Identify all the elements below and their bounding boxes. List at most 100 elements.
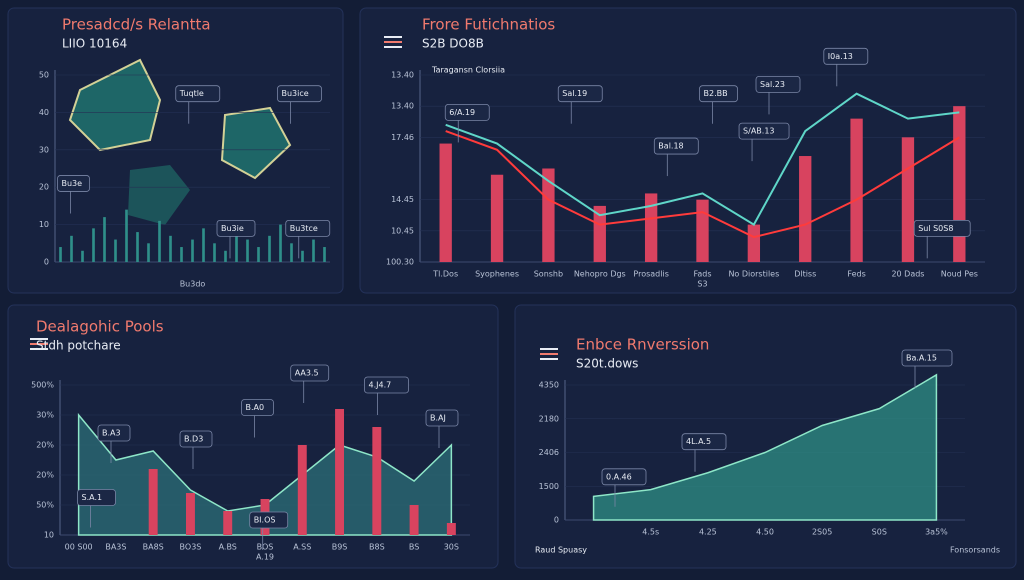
bar	[185, 493, 195, 535]
y-tick-label: 10.45	[391, 226, 414, 235]
annotation: B.A3	[102, 429, 121, 438]
x-tick-label: B9S	[332, 543, 348, 552]
y-tick-label: 10	[44, 531, 54, 540]
y-tick-label: 30%	[36, 411, 54, 420]
x-tick-label: BA3S	[105, 543, 126, 552]
annotation-box	[97, 424, 131, 442]
x-axis-label: Bu3do	[180, 280, 206, 289]
panel	[7, 7, 344, 294]
area	[592, 373, 938, 521]
y-tick-label: 0	[554, 516, 559, 525]
bar	[114, 239, 117, 262]
annotation: AA3.5	[295, 369, 319, 378]
bar	[335, 409, 345, 535]
annotation-box	[681, 433, 727, 451]
panel-title: Frore Futichnatios	[422, 16, 555, 34]
x-tick-label: A.BS	[219, 543, 237, 552]
legend: Raud Spuasy	[535, 546, 587, 555]
y-tick-label: 50	[39, 71, 49, 80]
bar	[301, 250, 304, 262]
x-tick-label: BA8S	[143, 543, 164, 552]
bar	[158, 220, 161, 262]
x-tick-label: Nehopro Dgs	[574, 270, 626, 279]
annotation: S.A.1	[82, 493, 103, 502]
x-tick-label: BOS	[257, 543, 274, 552]
bar	[202, 228, 205, 262]
bar	[290, 243, 293, 262]
x-tick-label: BS	[409, 543, 419, 552]
y-tick-label: 50%	[36, 501, 54, 510]
bar	[268, 235, 271, 262]
bar	[180, 247, 183, 262]
x-tick-label: No Diorstiles	[728, 270, 779, 279]
bar	[372, 427, 382, 535]
annotation: Bu3tce	[290, 224, 318, 233]
bar	[850, 118, 863, 262]
annotation: B2.BB	[704, 89, 728, 98]
x-tick-label: 4.5s	[642, 528, 659, 537]
annotation: Sul S0S8	[918, 224, 953, 233]
x-tick-label: 4.25	[699, 528, 717, 537]
x-tick-label: 3a5%	[925, 528, 948, 537]
annotation: Sal.23	[760, 80, 785, 89]
x-tick-label: Dltiss	[794, 270, 816, 279]
annotation-box	[364, 376, 409, 394]
bar	[644, 193, 658, 262]
bar	[409, 505, 419, 535]
bar	[147, 243, 150, 262]
bar	[103, 217, 106, 262]
y-tick-label: 20%	[36, 471, 54, 480]
annotation-box	[901, 349, 953, 367]
bar	[81, 250, 84, 262]
bar	[490, 174, 504, 262]
y-tick-label: 20%	[36, 441, 54, 450]
bar	[593, 205, 606, 262]
x-tick-label: 00 S00	[65, 543, 93, 552]
bar	[257, 247, 260, 262]
y-tick-label: 500%	[31, 381, 54, 390]
annotation-box	[738, 122, 790, 140]
bar	[747, 224, 761, 262]
x-tick-label: Fads	[693, 270, 711, 279]
bar	[297, 445, 307, 535]
annotation: Bal.18	[658, 142, 683, 151]
annotation: Tuqtle	[179, 89, 204, 98]
annotation-box	[699, 85, 738, 103]
x-tick-label: Feds	[847, 270, 865, 279]
annotation: I0a.13	[828, 52, 853, 61]
y-tick-label: 40	[39, 108, 49, 117]
panel-title: Presadcd/s Relantta	[62, 16, 211, 34]
y-tick-label: 1500	[539, 482, 559, 491]
bar	[191, 239, 194, 262]
annotation: 6/A.19	[449, 108, 475, 117]
panel-title: Dealagohic Pools	[36, 318, 164, 336]
panel-title: Enbce Rnverssion	[576, 336, 709, 354]
annotation: S/AB.13	[743, 127, 774, 136]
bar	[439, 143, 452, 262]
x-tick-label: Syophenes	[475, 270, 519, 279]
x-tick-label: Tl.Dos	[432, 270, 458, 279]
menu-icons[interactable]	[30, 36, 558, 360]
annotation: B.A0	[246, 403, 265, 412]
annotation: 0.A.46	[606, 472, 632, 481]
bar	[696, 199, 709, 262]
y-tick-label: 17.46	[391, 133, 414, 142]
annotation-box	[913, 219, 971, 237]
bar	[312, 239, 315, 262]
legend: Taragansn Clorsiia	[431, 66, 505, 75]
annotation-box	[175, 85, 221, 103]
panel-subtitle: S2B DO8B	[422, 37, 484, 51]
x-tick-label: B8S	[369, 543, 385, 552]
bar	[59, 247, 62, 262]
annotation: Bu3ice	[282, 89, 309, 98]
bar	[799, 156, 812, 262]
y-tick-label: 30	[39, 145, 49, 154]
x-tick-label: Noud Pes	[941, 270, 978, 279]
annotation: Bu3ie	[221, 224, 244, 233]
x-tick-label: 30S	[444, 543, 459, 552]
annotation-box	[285, 219, 331, 237]
annotation: 4L.A.5	[686, 437, 711, 446]
annotation-box	[557, 85, 603, 103]
annotation-box	[755, 75, 801, 93]
